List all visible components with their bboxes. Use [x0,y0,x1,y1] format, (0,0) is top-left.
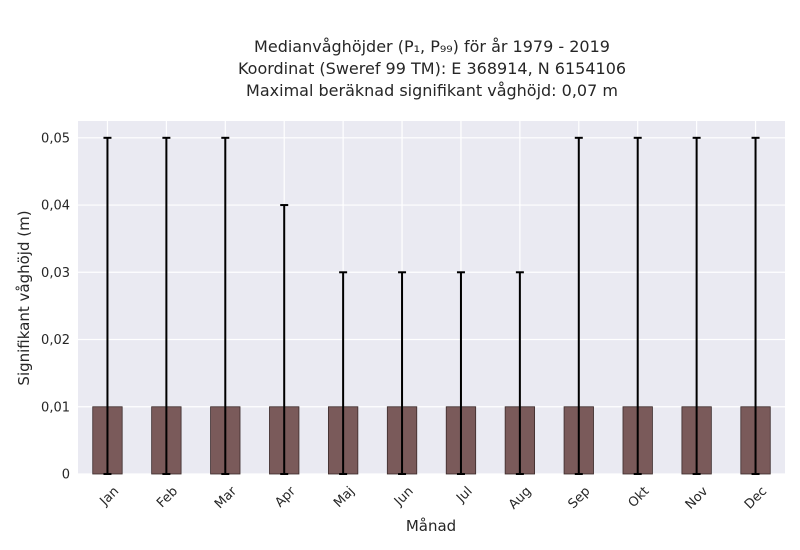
error-bar-apr [280,204,289,475]
x-tick-label-dec: Dec [742,484,770,512]
y-axis-label: Signifikant våghöjd (m) [15,210,33,385]
x-axis-label: Månad [406,517,456,535]
x-tick-label-okt: Okt [626,484,653,511]
plot-area [78,121,785,474]
x-tick-label-feb: Feb [154,484,181,511]
error-bar-dec [751,136,760,475]
x-axis-ticks: Jan Feb Mar Apr Maj Jun Jul Aug Sep Okt Nov Dec [97,484,771,513]
error-bar-okt [633,136,642,475]
error-bar-sep [574,136,583,475]
y-tick-label: 0,04 [41,199,70,214]
error-bar-feb [162,136,171,475]
chart-title: Medianvåghöjder (P₁, P₉₉) för år 1979 - … [238,37,626,100]
chart-title-line-1: Medianvåghöjder (P₁, P₉₉) för år 1979 - … [254,37,610,56]
x-tick-label-sep: Sep [566,484,594,512]
y-tick-label: 0,03 [41,266,70,281]
x-tick-label-jun: Jun [391,484,417,510]
x-tick-label-mar: Mar [212,484,240,512]
y-tick-label: 0,05 [41,131,70,146]
x-tick-label-jul: Jul [453,484,475,506]
error-bar-nov [692,136,701,475]
y-tick-label: 0,02 [41,333,70,348]
chart-title-line-2: Koordinat (Sweref 99 TM): E 368914, N 61… [238,59,626,78]
chart-title-line-3: Maximal beräknad signifikant våghöjd: 0,… [246,81,618,100]
y-tick-label: 0 [62,468,70,483]
error-bar-maj [339,271,348,475]
y-tick-label: 0,01 [41,400,70,415]
y-axis-ticks: 0 0,01 0,02 0,03 0,04 0,05 [41,131,70,482]
x-tick-label-nov: Nov [683,484,712,513]
error-bars [103,136,760,475]
x-tick-label-jan: Jan [97,484,122,509]
error-bar-aug [515,271,524,475]
error-bar-mar [221,136,230,475]
x-tick-label-maj: Maj [331,484,358,511]
error-bar-jul [456,271,465,475]
x-tick-label-apr: Apr [272,484,299,511]
error-bar-jun [398,271,407,475]
error-bar-jan [103,136,112,475]
x-tick-label-aug: Aug [506,484,535,513]
